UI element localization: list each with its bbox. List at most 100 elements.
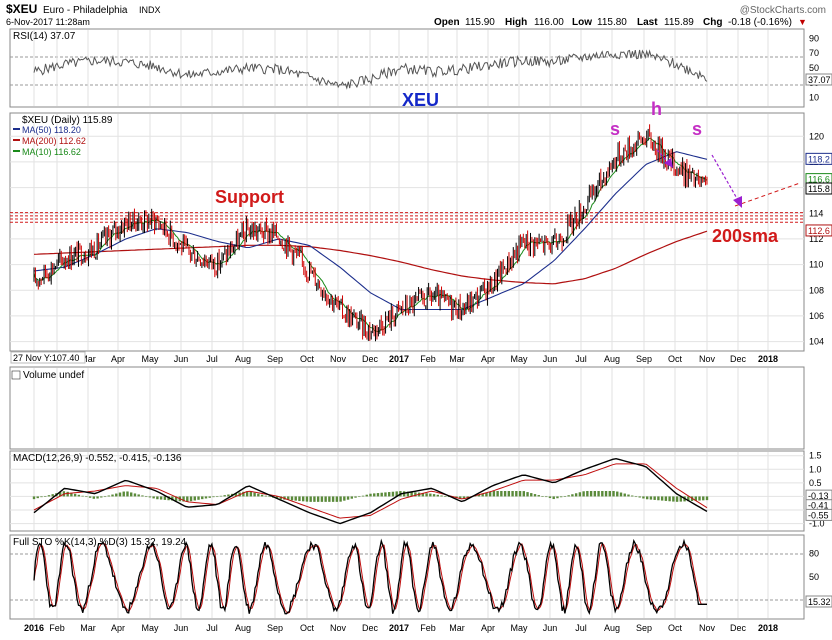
macd-histogram-bar	[668, 496, 671, 502]
price-legend: $XEU (Daily) 115.89 MA(50) 118.20 MA(200…	[13, 115, 113, 157]
macd-histogram-bar	[616, 491, 619, 497]
price-tick: 112	[809, 234, 823, 244]
macd-histogram-bar	[92, 496, 96, 499]
macd-histogram-bar	[260, 494, 264, 497]
macd-histogram-bar	[133, 493, 137, 497]
macd-tick: 1.5	[809, 451, 822, 461]
macd-histogram-bar	[253, 492, 256, 497]
arrow-head-icon	[733, 196, 742, 208]
axis-tick: Oct	[668, 623, 683, 633]
macd-tick: -1.0	[809, 519, 825, 529]
macd-histogram-bar	[567, 495, 570, 497]
axis-tick: Jun	[543, 623, 558, 633]
macd-histogram-bar	[511, 491, 514, 497]
macd-histogram-bar	[672, 496, 675, 502]
date-tick: Mar	[80, 354, 96, 364]
price-label: $XEU (Daily) 115.89	[22, 115, 113, 126]
sto-tick: 80	[809, 549, 819, 559]
macd-histogram-bar	[623, 493, 626, 497]
macd-histogram-bar	[406, 491, 410, 497]
macd-histogram-bar	[219, 495, 223, 497]
macd-histogram-bar	[518, 491, 522, 497]
price-right-label: 112.6	[808, 226, 830, 236]
macd-histogram-bar	[85, 496, 88, 498]
macd-histogram-bar	[492, 491, 496, 497]
macd-histogram-bar	[156, 496, 159, 500]
instrument-name: Euro - Philadelphia	[43, 5, 128, 16]
axis-tick: Aug	[604, 623, 620, 633]
macd-histogram-bar	[81, 495, 84, 497]
macd-histogram-bar	[500, 491, 503, 497]
macd-histogram-bar	[354, 496, 357, 498]
axis-tick: Dec	[730, 623, 747, 633]
rsi-tick: 70	[809, 48, 819, 58]
rsi-tick: 50	[809, 63, 819, 73]
header: $XEU Euro - Philadelphia INDX 6-Nov-2017…	[6, 2, 826, 28]
macd-histogram-bar	[642, 496, 645, 499]
date-tick: Dec	[362, 354, 379, 364]
macd-histogram-bar	[638, 496, 641, 498]
macd-line	[33, 457, 708, 525]
macd-histogram-bar	[522, 491, 525, 497]
macd-histogram-bar	[275, 496, 279, 499]
macd-right-label: -0.41	[808, 501, 829, 511]
annotation-support: Support	[215, 187, 284, 207]
macd-histogram-bar	[548, 496, 552, 499]
axis-tick: Apr	[481, 623, 495, 633]
macd-histogram-bar	[496, 491, 499, 497]
macd-histogram-bar	[361, 495, 365, 497]
rsi-tick: 10	[809, 93, 819, 103]
axis-tick: Mar	[80, 623, 96, 633]
macd-histogram-bar	[604, 491, 608, 497]
macd-right-box	[805, 508, 832, 521]
annotation-title: XEU	[402, 90, 439, 110]
chg-label: Chg	[703, 17, 722, 28]
macd-histogram-bar	[556, 496, 559, 499]
date-tick: May	[510, 354, 528, 364]
axis-tick: Feb	[420, 623, 436, 633]
macd-histogram-bar	[268, 496, 271, 498]
macd-histogram-bar	[264, 495, 268, 497]
macd-histogram-bar	[320, 496, 324, 502]
macd-histogram-bar	[204, 496, 208, 499]
macd-histogram-bar	[115, 493, 118, 497]
macd-histogram-bar	[294, 496, 297, 501]
rsi-label: RSI(14) 37.07	[13, 31, 76, 42]
date-tick: Dec	[730, 354, 747, 364]
corner-note: 27 Nov Y:107.40	[13, 353, 79, 363]
bottom-axis: 2016 Feb Mar Apr May Jun Jul Aug Sep Oct Nov Dec 201…	[24, 623, 778, 633]
macd-histogram-bar	[287, 496, 290, 500]
sto-tick: 50	[809, 572, 819, 582]
macd-histogram-bar	[339, 496, 342, 502]
macd-histogram-bar	[302, 496, 305, 502]
macd-histogram-bar	[167, 496, 170, 501]
rsi-tick: 90	[809, 33, 819, 43]
rsi-last: 37.07	[808, 75, 831, 85]
annotation-left-shoulder: s	[610, 119, 620, 139]
macd-histogram-bar	[193, 496, 196, 501]
macd-histogram-bar	[373, 493, 376, 497]
macd-histogram-bar	[227, 494, 230, 497]
macd-histogram-bar	[444, 496, 447, 497]
macd-histogram-bar	[578, 492, 582, 497]
date-tick: Aug	[604, 354, 620, 364]
macd-histogram-bar	[395, 491, 398, 497]
macd-histogram-bar	[533, 494, 537, 497]
macd-histogram-bar	[73, 493, 77, 497]
macd-histogram-bar	[107, 495, 110, 497]
chg-arrow-icon: ▼	[798, 17, 807, 27]
date-tick: Nov	[330, 354, 347, 364]
macd-histogram-bar	[612, 491, 615, 497]
macd-histogram-bar	[376, 493, 380, 497]
macd-histogram-bar	[541, 496, 544, 497]
axis-tick: May	[510, 623, 528, 633]
axis-tick: May	[141, 623, 159, 633]
macd-panel: MACD(12,26,9) -0.552, -0.415, -0.136 1.5…	[9, 450, 832, 532]
macd-histogram-bar	[526, 492, 529, 497]
macd-histogram-bar	[619, 492, 623, 497]
macd-histogram-bar	[36, 496, 39, 499]
date-tick: 2017	[389, 354, 409, 364]
macd-histogram-bar	[657, 496, 660, 501]
volume-panel: Volume undef	[9, 366, 805, 450]
